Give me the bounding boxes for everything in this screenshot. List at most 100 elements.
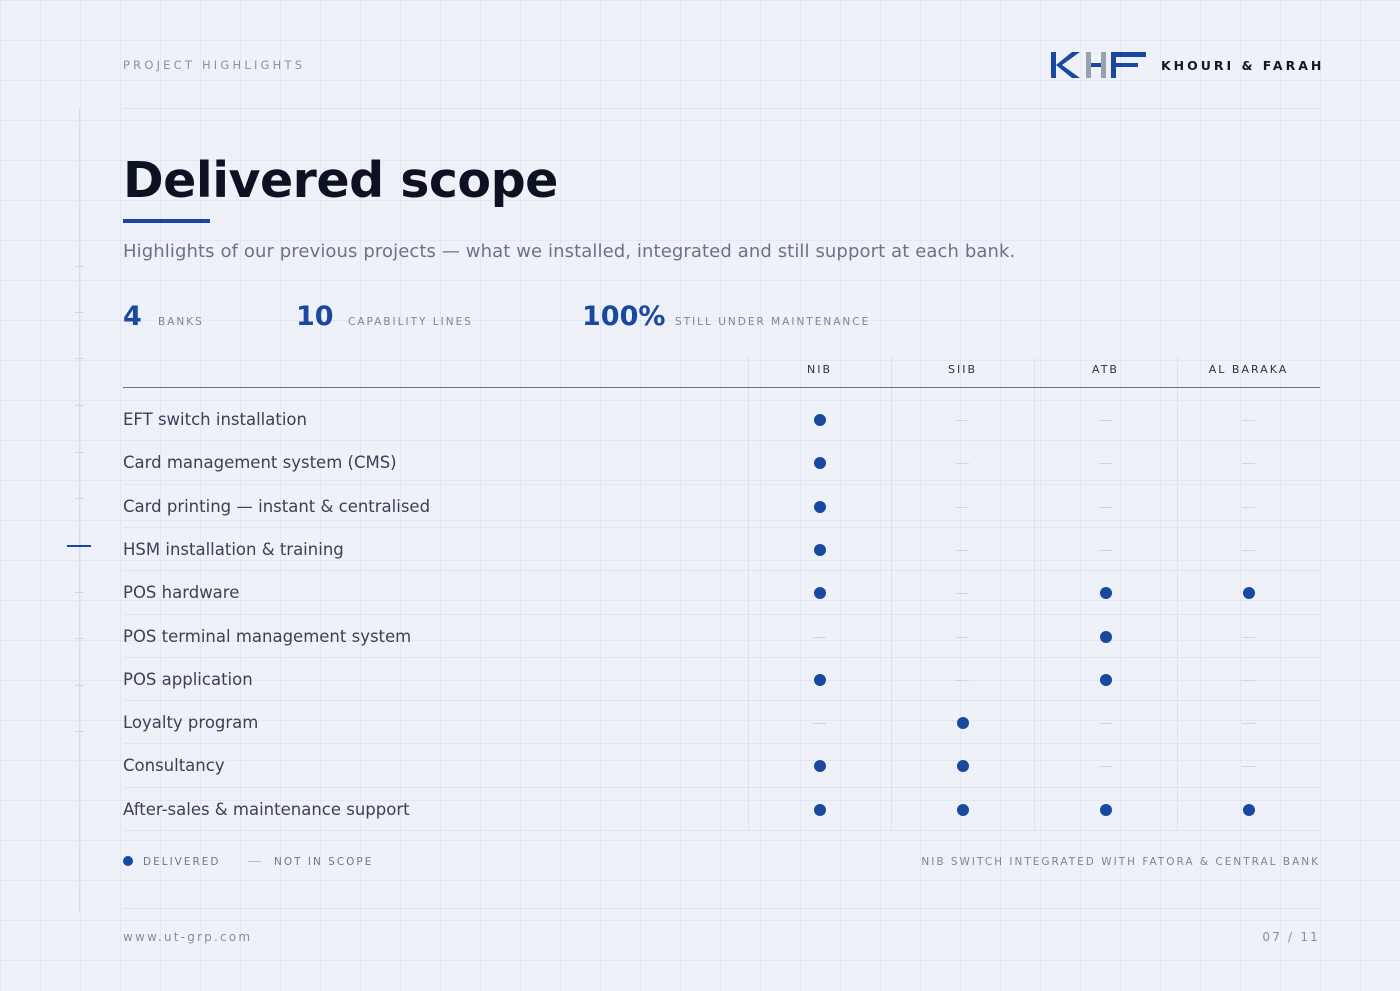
page-subtitle: Highlights of our previous projects — wh… (123, 241, 1016, 262)
not-in-scope-dash (956, 593, 969, 595)
stat-maintenance-label: Still under maintenance (675, 316, 871, 328)
not-in-scope-dash (956, 679, 969, 681)
not-in-scope-dash (1099, 506, 1112, 508)
legend-delivered-dot (123, 856, 133, 866)
khf-logo (1051, 52, 1146, 78)
brand-name: KHOURI & FARAH (1161, 58, 1325, 73)
rail-tick (75, 731, 84, 732)
row-divider (123, 484, 1320, 485)
delivered-dot (1099, 630, 1112, 643)
header-divider (123, 108, 1320, 109)
row-label: Card printing — instant & centralised (123, 496, 431, 516)
table-header-rule (123, 387, 1320, 388)
delivered-dot (1242, 587, 1255, 600)
not-in-scope-dash (1242, 636, 1255, 638)
legend-not-in-scope-label: Not in scope (274, 856, 374, 868)
column-separator (891, 357, 892, 831)
not-in-scope-dash (1099, 549, 1112, 551)
row-label: Card management system (CMS) (123, 453, 397, 473)
rail-tick (75, 405, 84, 406)
row-label: HSM installation & training (123, 539, 344, 559)
not-in-scope-dash (956, 549, 969, 551)
row-divider (123, 657, 1320, 658)
row-divider (123, 527, 1320, 528)
row-divider (123, 700, 1320, 701)
delivered-dot (813, 673, 826, 686)
stat-maintenance-value: 100% (582, 301, 666, 332)
delivered-dot (956, 803, 969, 816)
delivered-dot (956, 717, 969, 730)
legend-delivered-label: Delivered (143, 856, 221, 868)
legend-not-in-scope-dash (248, 861, 261, 862)
row-label: POS hardware (123, 583, 240, 603)
row-label: Consultancy (123, 756, 225, 776)
left-rail (79, 108, 80, 912)
row-divider (123, 570, 1320, 571)
not-in-scope-dash (813, 636, 826, 638)
column-header-nib: NIB (806, 363, 833, 376)
delivered-dot (1099, 587, 1112, 600)
delivered-dot (813, 414, 826, 426)
rail-tick (75, 312, 84, 313)
not-in-scope-dash (1242, 506, 1255, 508)
not-in-scope-dash (956, 463, 969, 465)
section-kicker: PROJECT HIGHLIGHTS (123, 58, 306, 72)
delivered-dot (813, 587, 826, 600)
not-in-scope-dash (1099, 723, 1112, 725)
column-separator (1177, 357, 1178, 831)
not-in-scope-dash (813, 723, 826, 725)
rail-tick (75, 452, 84, 453)
stat-banks-value: 4 (123, 301, 142, 332)
page-title: Delivered scope (123, 152, 558, 209)
delivered-dot (1099, 673, 1112, 686)
rail-tick (75, 266, 84, 267)
column-header-atb: ATB (1092, 363, 1119, 376)
delivered-dot (1099, 803, 1112, 816)
not-in-scope-dash (1242, 420, 1255, 421)
delivered-dot (956, 760, 969, 773)
delivered-dot (813, 457, 826, 470)
rail-tick (75, 592, 84, 593)
row-label: POS terminal management system (123, 626, 412, 646)
rail-tick (75, 498, 84, 499)
row-divider (123, 830, 1320, 831)
stat-capabilities-value: 10 (296, 301, 334, 332)
not-in-scope-dash (1099, 420, 1112, 421)
row-label: After-sales & maintenance support (123, 799, 410, 819)
delivered-dot (813, 500, 826, 513)
not-in-scope-dash (1242, 549, 1255, 551)
footer-url: www.ut-grp.com (123, 930, 253, 944)
not-in-scope-dash (1242, 766, 1255, 768)
title-underline (123, 219, 210, 223)
delivered-dot (1242, 803, 1255, 816)
rail-active-mark (67, 545, 91, 547)
not-in-scope-dash (956, 420, 969, 421)
footer-divider (123, 908, 1320, 909)
column-separator (748, 357, 749, 831)
column-separator (1034, 357, 1035, 831)
not-in-scope-dash (1242, 463, 1255, 465)
rail-tick (75, 685, 84, 686)
row-label: Loyalty program (123, 713, 259, 733)
column-header-al-baraka: AL BARAKA (1208, 363, 1289, 376)
delivered-dot (813, 760, 826, 773)
not-in-scope-dash (1242, 723, 1255, 725)
not-in-scope-dash (1242, 679, 1255, 681)
rail-tick (75, 358, 84, 359)
delivered-dot (813, 803, 826, 816)
row-label: EFT switch installation (123, 410, 307, 429)
row-divider (123, 787, 1320, 788)
not-in-scope-dash (956, 636, 969, 638)
row-label: POS application (123, 669, 253, 689)
column-header-siib: SIIB (947, 363, 978, 376)
integration-note: NIB switch integrated with Fatora & Cent… (921, 856, 1320, 868)
rail-tick (75, 638, 84, 639)
delivered-dot (813, 543, 826, 556)
row-divider (123, 614, 1320, 615)
page-number: 07 / 11 (1262, 930, 1320, 944)
stat-capabilities-label: Capability lines (348, 316, 473, 328)
stat-banks-label: Banks (158, 316, 204, 328)
row-divider (123, 743, 1320, 744)
row-divider (123, 440, 1320, 441)
not-in-scope-dash (956, 506, 969, 508)
